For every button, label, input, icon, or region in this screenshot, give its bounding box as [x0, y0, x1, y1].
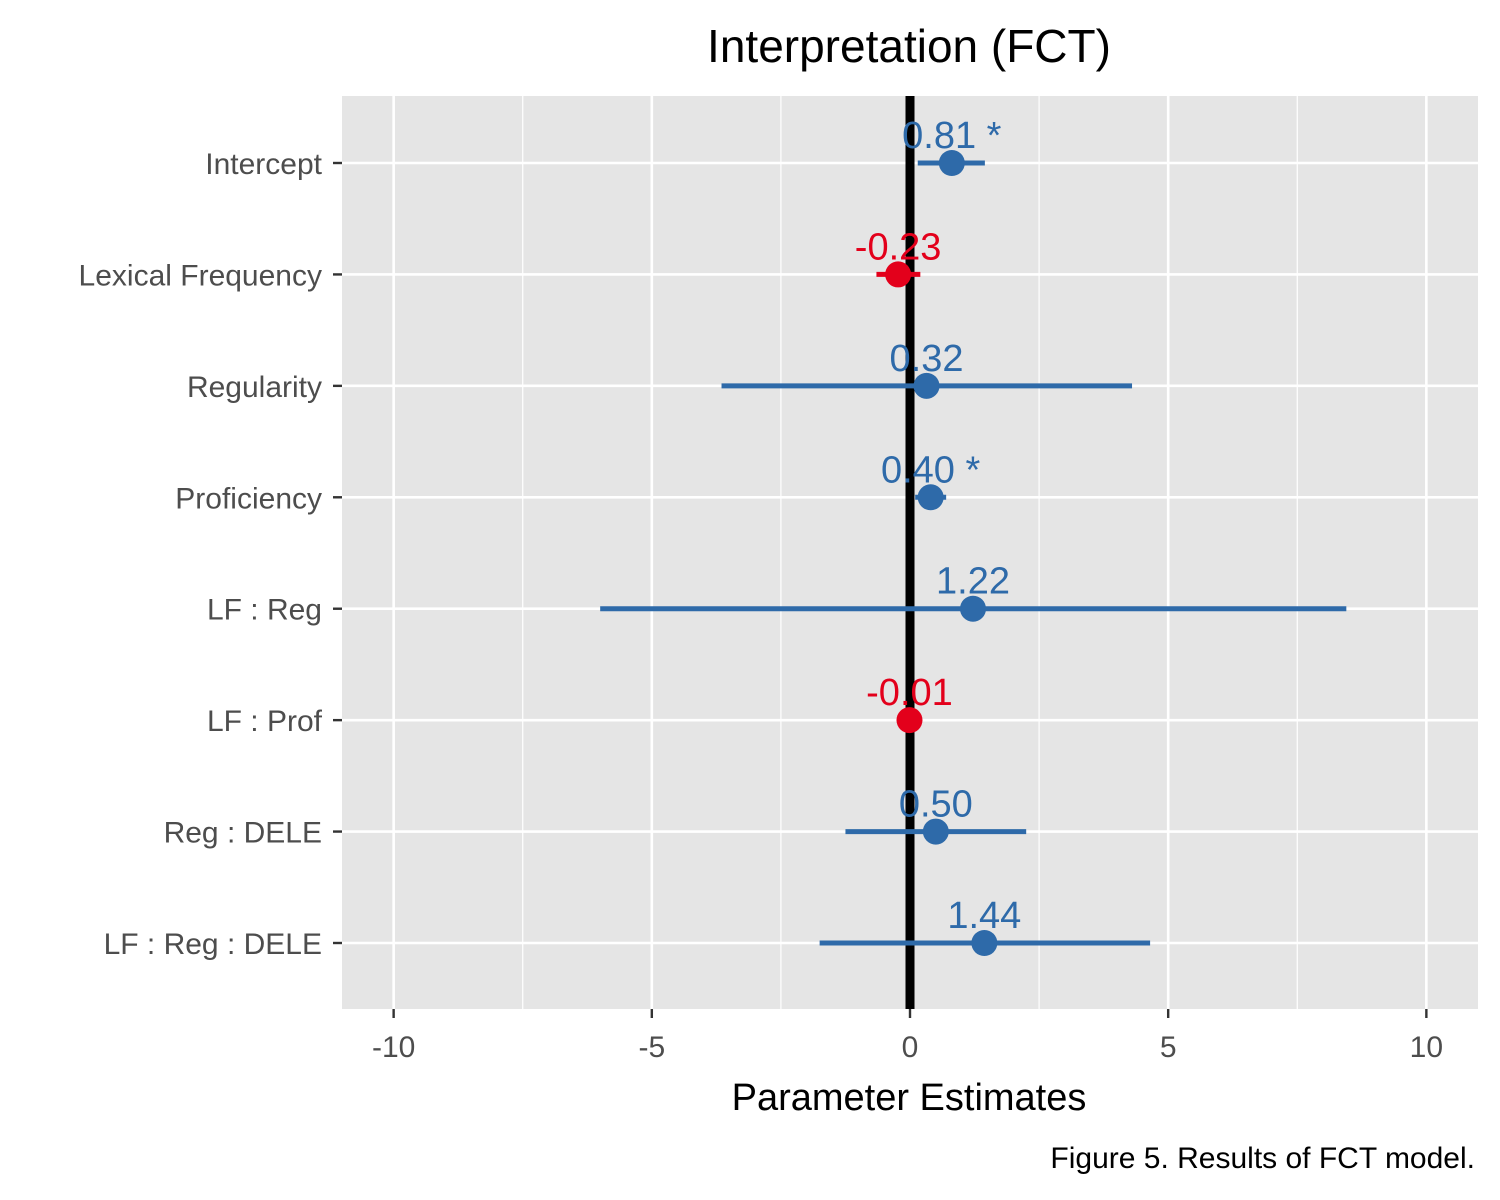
estimate-point — [922, 818, 949, 845]
estimate-point — [885, 261, 912, 288]
estimate-label: 0.32 — [890, 338, 964, 380]
x-tick-label: 5 — [1160, 1031, 1177, 1064]
x-tick-label: 10 — [1410, 1031, 1443, 1064]
y-tick-label: Intercept — [205, 148, 322, 181]
estimate-label: 1.44 — [947, 895, 1021, 937]
y-tick-label: LF : Prof — [207, 705, 323, 738]
minor-gridlines — [522, 96, 1298, 1009]
x-tick-label: 0 — [902, 1031, 919, 1064]
estimate-point — [913, 372, 940, 399]
estimate-point — [971, 930, 998, 956]
estimate-point — [917, 484, 944, 511]
chart-title: Interpretation (FCT) — [707, 20, 1111, 72]
estimate-point — [896, 707, 923, 734]
y-axis: Intercept Lexical Frequency Regularity Prof… — [79, 148, 342, 961]
estimate-label: 0.81 * — [902, 115, 1002, 157]
y-tick-label: Regularity — [187, 371, 322, 404]
y-tick-label: Lexical Frequency — [79, 259, 322, 292]
x-axis-title: Parameter Estimates — [732, 1077, 1087, 1119]
estimate-point — [938, 150, 965, 176]
data-marks: 0.81 * -0.23 0.32 0.40 * 1.22 -0.01 0.50 1.44 — [600, 115, 1347, 956]
y-tick-label: LF : Reg : DELE — [104, 928, 322, 961]
x-axis: -10 -5 0 5 10 — [372, 1009, 1443, 1064]
estimate-label: 0.50 — [899, 784, 973, 826]
estimate-label: 1.22 — [936, 561, 1010, 603]
estimate-label: -0.23 — [855, 226, 942, 268]
x-tick-label: -10 — [372, 1031, 415, 1064]
x-tick-label: -5 — [638, 1031, 665, 1064]
y-tick-label: Proficiency — [175, 482, 322, 515]
estimate-label: 0.40 * — [881, 449, 981, 491]
estimate-label: -0.01 — [866, 672, 953, 714]
figure-caption: Figure 5. Results of FCT model. — [1050, 1142, 1475, 1175]
y-tick-label: LF : Reg — [207, 594, 322, 627]
y-tick-label: Reg : DELE — [164, 817, 322, 850]
estimate-point — [959, 595, 986, 622]
